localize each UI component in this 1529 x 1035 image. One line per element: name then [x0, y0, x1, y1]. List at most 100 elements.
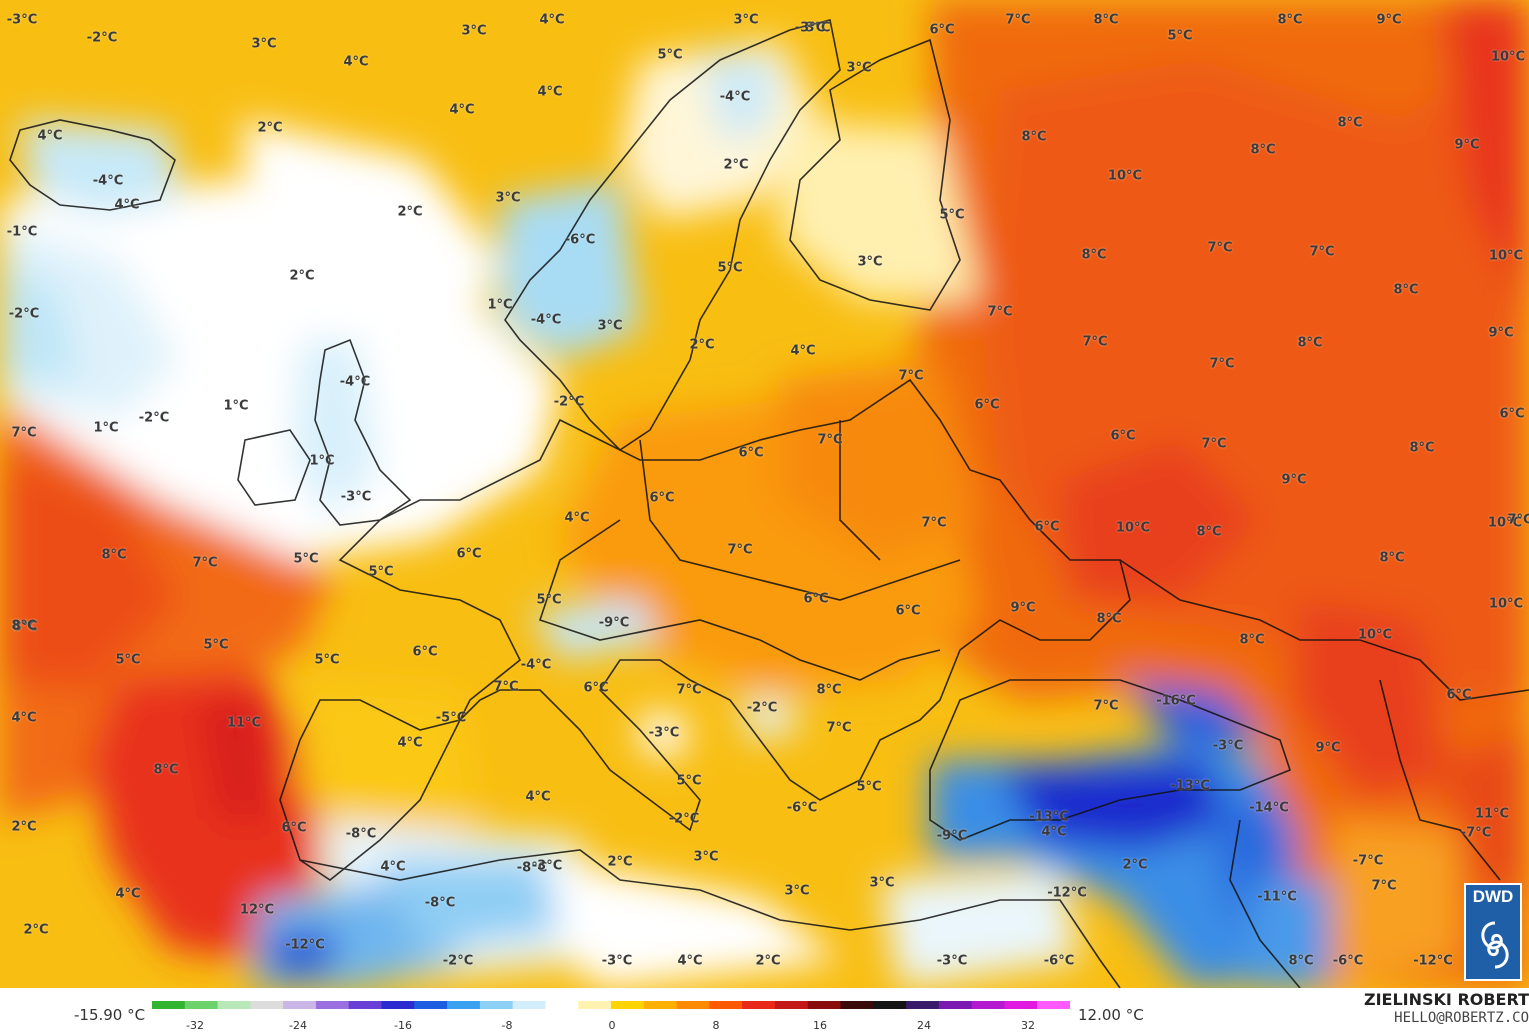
colorbar-segment [578, 1001, 612, 1009]
colorbar-segment [184, 1001, 219, 1009]
temperature-label: 10°C [1115, 520, 1151, 536]
legend-min-value: -15.90 °C [74, 1006, 146, 1024]
temperature-label: 10°C [1487, 515, 1523, 531]
temperature-label: -3°C [6, 12, 38, 28]
temperature-label: 8°C [101, 547, 127, 563]
temperature-label: 8°C [1196, 524, 1222, 540]
colorbar-tick-label: -32 [186, 1019, 204, 1032]
temperature-label: 9°C [1010, 600, 1036, 616]
temperature-label: 1°C [93, 420, 119, 436]
temperature-label: -4°C [719, 89, 751, 105]
temperature-label: 5°C [115, 652, 141, 668]
colorbar-tick-label: 32 [1021, 1019, 1035, 1032]
colorbar-segment [938, 1001, 973, 1009]
temperature-label: 9°C [1488, 325, 1514, 341]
temperature-label: 5°C [1167, 28, 1193, 44]
credit-name: ZIELINSKI ROBERT [1363, 990, 1529, 1009]
temperature-label: 6°C [456, 546, 482, 562]
temperature-label: -2°C [553, 394, 585, 410]
temperature-label: -7°C [1460, 825, 1492, 841]
temperature-label: 2°C [755, 953, 781, 969]
temperature-label: 4°C [397, 735, 423, 751]
temperature-label: -9°C [936, 828, 968, 844]
temperature-label: 7°C [1082, 334, 1108, 350]
temperature-label: -12°C [1413, 953, 1453, 969]
temperature-label: -13°C [1170, 778, 1210, 794]
temperature-label: -13°C [1029, 809, 1069, 825]
temperature-label: 2°C [723, 157, 749, 173]
temperature-label: 8°C [1021, 129, 1047, 145]
temperature-label: -4°C [520, 657, 552, 673]
temperature-label: 8°C [12, 619, 38, 635]
temperature-label: 2°C [289, 268, 315, 284]
temperature-label: 3°C [597, 318, 623, 334]
temperature-label: 3°C [857, 254, 883, 270]
temperature-label: 6°C [1110, 428, 1136, 444]
temperature-label: 8°C [153, 762, 179, 778]
temperature-label: -3°C [340, 489, 372, 505]
temperature-label: 5°C [657, 47, 683, 63]
temperature-label: 5°C [717, 260, 743, 276]
temperature-label: -12°C [1047, 885, 1087, 901]
temperature-label: 2°C [23, 922, 49, 938]
temperature-label: -4°C [530, 312, 562, 328]
colorbar-segment [643, 1001, 678, 1009]
temperature-label: 4°C [564, 510, 590, 526]
colorbar-segment [873, 1001, 907, 1009]
temperature-label: 10°C [1488, 596, 1524, 612]
colorbar-tick-label: -8 [501, 1019, 513, 1032]
temperature-label: 9°C [1281, 472, 1307, 488]
temperature-label: 8°C [816, 682, 842, 698]
temperature-label: -8°C [516, 860, 548, 876]
temperature-label: 4°C [539, 12, 565, 28]
temperature-label: 3°C [693, 849, 719, 865]
colorbar-tick-label: 8 [712, 1019, 720, 1032]
colorbar-segment [742, 1001, 776, 1009]
temperature-label: -11°C [1257, 889, 1297, 905]
temperature-label: 5°C [368, 564, 394, 580]
colorbar [152, 1001, 1070, 1009]
temperature-label: 7°C [1005, 12, 1031, 28]
temperature-label: -4°C [92, 173, 124, 189]
temperature-label: 3°C [805, 20, 831, 36]
temperature-label: -6°C [564, 232, 596, 248]
temperature-label: 4°C [537, 84, 563, 100]
temperature-label: 6°C [649, 490, 675, 506]
colorbar-segment [709, 1001, 743, 1009]
temperature-label: 12°C [239, 902, 275, 918]
temperature-label: 7°C [727, 542, 753, 558]
temperature-label: 8°C [11, 618, 37, 634]
colorbar-segment [152, 1001, 186, 1009]
temperature-label: -3°C [601, 953, 633, 969]
temperature-label: -14°C [1249, 800, 1289, 816]
colorbar-tick-label: 16 [813, 1019, 827, 1032]
temperature-label: 4°C [37, 128, 63, 144]
temperature-label: 3°C [733, 12, 759, 28]
temperature-label: -2°C [86, 30, 118, 46]
temperature-field [0, 0, 1529, 988]
temperature-label: 8°C [1250, 142, 1276, 158]
colorbar-segment [447, 1001, 481, 1009]
temperature-label: 7°C [1371, 878, 1397, 894]
colorbar-segment [283, 1001, 317, 1009]
temperature-label: -4°C [339, 374, 371, 390]
temperature-label: 7°C [1209, 356, 1235, 372]
temperature-label: 2°C [607, 854, 633, 870]
temperature-label: 10°C [1107, 168, 1143, 184]
colorbar-segment [676, 1001, 710, 1009]
temperature-label: 2°C [1122, 857, 1148, 873]
colorbar-segment [807, 1001, 842, 1009]
temperature-label: -7°C [1352, 853, 1384, 869]
temperature-label: 8°C [1337, 115, 1363, 131]
temperature-label: 9°C [1315, 740, 1341, 756]
temperature-label: 8°C [1409, 440, 1435, 456]
colorbar-segment [774, 1001, 809, 1009]
colorbar-segment [414, 1001, 448, 1009]
temperature-label: -16°C [1156, 693, 1196, 709]
temperature-label: 8°C [1081, 247, 1107, 263]
legend-max-value: 12.00 °C [1078, 1006, 1144, 1024]
temperature-label: -8°C [424, 895, 456, 911]
colorbar-segment [348, 1001, 383, 1009]
temperature-label: 5°C [203, 637, 229, 653]
legend: -15.90 °C -32 -24 -16 -8 0 8 16 24 32 12.00 °C Z… [0, 988, 1529, 1035]
